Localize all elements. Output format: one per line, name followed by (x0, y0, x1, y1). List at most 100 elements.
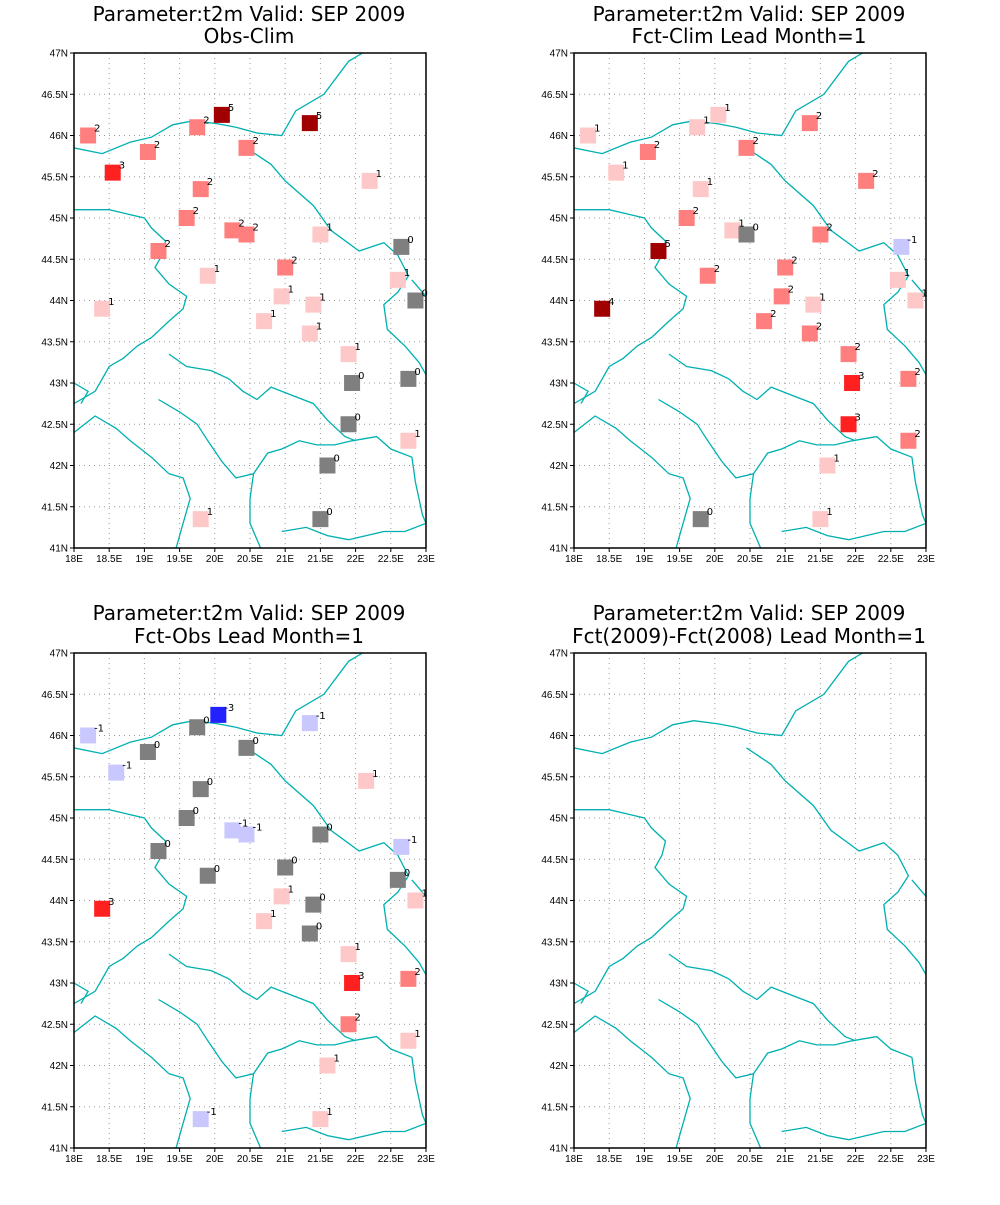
station-marker (340, 1016, 357, 1033)
x-tick-label: 21.5E (307, 1154, 333, 1165)
station-marker (305, 296, 322, 313)
station-value-label: 0 (154, 740, 160, 751)
station-value-label: 1 (724, 103, 730, 114)
x-tick-label: 18.5E (96, 1154, 122, 1165)
station-value-label: 1 (316, 322, 322, 333)
station-marker (907, 292, 924, 309)
station-value-label: 1 (904, 268, 910, 279)
station-value-label: 2 (193, 206, 199, 217)
y-tick-label: 46.5N (541, 90, 568, 101)
station-value-label: 1 (421, 889, 427, 900)
panel-subtitle: Fct-Clim Lead Month=1 (631, 24, 866, 48)
x-tick-label: 19.5E (167, 554, 193, 565)
x-tick-label: 20E (706, 1154, 724, 1165)
station-marker (340, 346, 357, 363)
y-tick-label: 45N (50, 214, 68, 225)
station-marker (340, 946, 357, 963)
y-tick-label: 46N (50, 731, 68, 742)
x-tick-label: 19.5E (667, 1154, 693, 1165)
x-tick-label: 20.5E (737, 1154, 763, 1165)
panel-title: Parameter:t2m Valid: SEP 2009 (93, 2, 406, 26)
station-marker (812, 511, 829, 528)
station-value-label: 0 (326, 823, 332, 834)
station-value-label: 2 (207, 177, 213, 188)
station-marker (724, 222, 741, 239)
country-borders (74, 53, 426, 548)
y-tick-label: 42.5N (541, 420, 568, 431)
grid-lines (74, 53, 426, 548)
station-value-label: 0 (707, 507, 713, 518)
panel-subtitle: Obs-Clim (204, 24, 295, 48)
y-tick-label: 43N (550, 379, 568, 390)
border-line (411, 879, 426, 897)
station-marker (361, 172, 378, 189)
station-value-label: 1 (355, 942, 361, 953)
station-marker (104, 164, 121, 181)
station-marker (277, 259, 294, 276)
y-tick-label: 43N (550, 979, 568, 990)
border-line (668, 953, 856, 1042)
border-line (168, 353, 356, 442)
station-marker (692, 181, 709, 198)
station-value-label: 1 (270, 309, 276, 320)
y-tick-label: 45N (550, 214, 568, 225)
station-marker (224, 822, 241, 839)
y-tick-label: 42N (550, 1061, 568, 1072)
y-tick-label: 43N (50, 379, 68, 390)
y-tick-label: 46.5N (41, 690, 68, 701)
station-marker (594, 300, 611, 317)
y-tick-label: 41.5N (41, 1102, 68, 1113)
station-marker (139, 144, 156, 160)
border-line (74, 415, 170, 475)
station-value-label: 1 (921, 289, 927, 300)
y-tick-label: 41N (50, 1144, 68, 1155)
border-line (158, 398, 426, 524)
station-marker (844, 375, 861, 391)
station-marker (650, 243, 667, 259)
y-tick-label: 46.5N (541, 690, 568, 701)
x-tick-label: 23E (917, 554, 935, 565)
x-tick-label: 22E (847, 1154, 865, 1165)
border-line (249, 1073, 262, 1148)
y-tick-label: 47N (550, 49, 568, 60)
station-marker (393, 238, 410, 255)
station-value-label: 3 (108, 897, 114, 908)
station-marker (94, 900, 111, 917)
station-marker (94, 300, 111, 317)
y-tick-label: 46.5N (41, 90, 68, 101)
station-marker (344, 975, 361, 991)
station-marker (889, 271, 906, 288)
station-value-label: 2 (788, 284, 794, 295)
station-marker (840, 416, 857, 433)
y-tick-label: 43.5N (541, 337, 568, 348)
x-tick-label: 21E (276, 554, 294, 565)
border-line (246, 747, 426, 976)
x-tick-label: 22.5E (878, 554, 904, 565)
x-tick-label: 22.5E (378, 554, 404, 565)
station-value-label: 3 (358, 971, 364, 982)
x-tick-label: 19.5E (667, 554, 693, 565)
country-borders (574, 53, 926, 548)
station-value-label: 2 (826, 223, 832, 234)
border-line (668, 473, 691, 548)
x-tick-label: 20.5E (737, 554, 763, 565)
border-line (74, 809, 188, 1005)
station-value-label: 0 (421, 289, 427, 300)
station-value-label: 2 (914, 367, 920, 378)
y-tick-label: 41.5N (541, 1102, 568, 1113)
station-value-label: 1 (270, 909, 276, 920)
x-tick-label: 22.5E (878, 1154, 904, 1165)
station-value-label: 0 (214, 864, 220, 875)
border-line (574, 1015, 670, 1075)
station-value-label: -1 (94, 724, 104, 735)
border-line (668, 1073, 691, 1148)
station-marker (400, 970, 417, 987)
y-tick-label: 41.5N (41, 502, 68, 513)
station-marker (389, 271, 406, 288)
station-marker (777, 259, 794, 276)
border-line (74, 982, 89, 1004)
y-tick-label: 47N (550, 649, 568, 660)
